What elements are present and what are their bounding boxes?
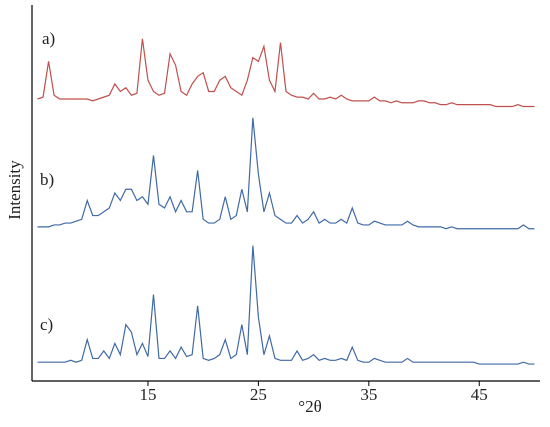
trace-label: b) — [40, 170, 54, 189]
y-axis-label: Intensity — [5, 160, 24, 220]
x-tick-label: 15 — [139, 385, 156, 404]
pattern-line — [37, 245, 535, 365]
trace-label: c) — [40, 315, 53, 334]
trace-label: a) — [42, 29, 55, 48]
pattern-line — [37, 38, 535, 108]
x-axis-label: °2θ — [298, 397, 321, 416]
x-tick-label: 45 — [471, 385, 488, 404]
x-tick-label: 25 — [250, 385, 267, 404]
x-tick-label: 35 — [360, 385, 377, 404]
pattern-line — [37, 117, 535, 230]
